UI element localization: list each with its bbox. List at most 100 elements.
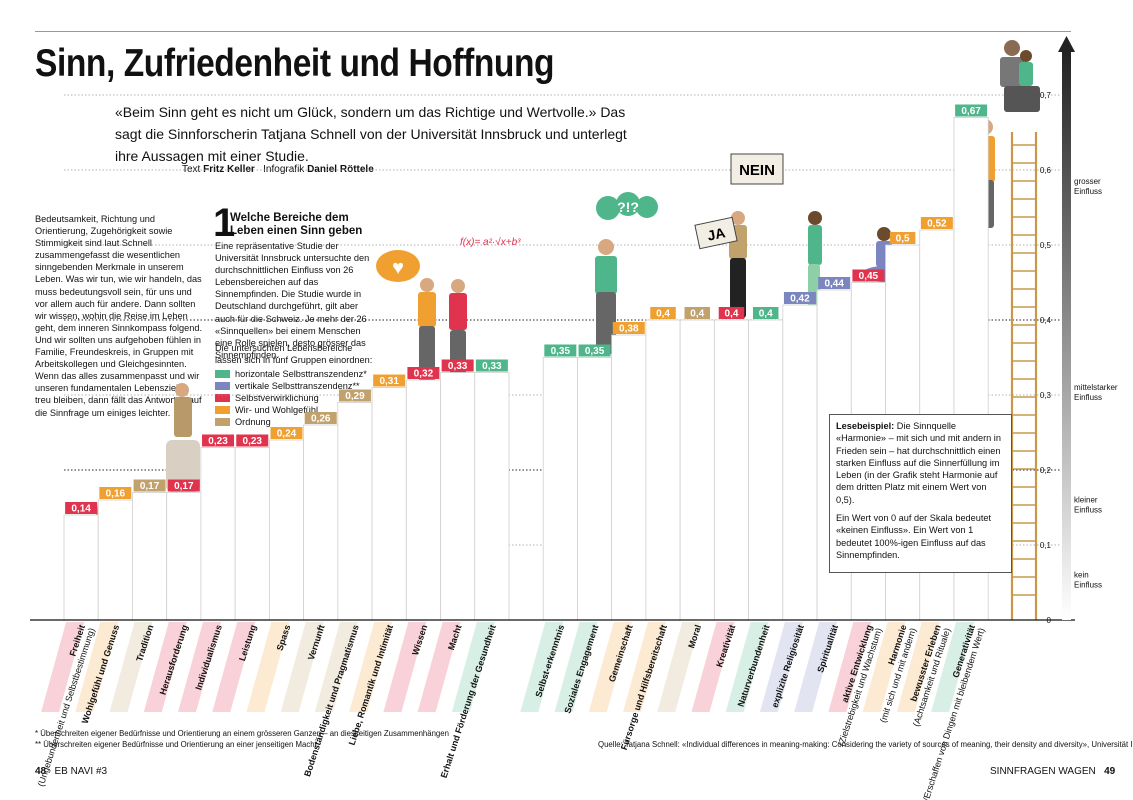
heart-bubble-top-text: ♥ — [392, 257, 404, 279]
page-label-right: SINNFRAGEN WAGEN — [990, 766, 1096, 777]
lesebeispiel-p1-text: Die Sinnquelle «Harmonie» – mit sich und… — [836, 421, 1001, 505]
y-band-label: Einfluss — [1074, 581, 1102, 590]
value-badge — [441, 359, 474, 372]
category-stripe — [143, 622, 187, 712]
bar — [303, 424, 339, 621]
legend-item: Selbstverwirklichung — [215, 392, 367, 404]
data-label: 0,17 — [140, 481, 160, 492]
data-label: 0,33 — [482, 361, 502, 372]
bar — [645, 319, 681, 621]
category-stripe — [657, 622, 701, 712]
value-badge — [304, 412, 337, 424]
bar — [234, 447, 270, 621]
section-number: 1 — [213, 201, 236, 245]
y-band-label: Einfluss — [1074, 187, 1102, 196]
value-badge — [202, 434, 235, 447]
person-tradition — [166, 383, 200, 492]
category-stripe — [451, 622, 495, 712]
category-stripe — [417, 622, 461, 712]
legend-label: Selbstverwirklichung — [235, 393, 319, 403]
ladder-right — [1010, 132, 1038, 620]
value-badge — [338, 389, 371, 402]
y-band-label: Einfluss — [1074, 393, 1102, 402]
y-tick-label: 0,6 — [1040, 166, 1052, 175]
formula-text: f(x)= a²·√x+b³ — [460, 236, 521, 248]
lesebeispiel-p1: Lesebeispiel: Die Sinnquelle «Harmonie» … — [836, 420, 1005, 506]
bar — [611, 334, 647, 621]
category-stripe — [794, 622, 838, 712]
legend-label: Ordnung — [235, 417, 271, 427]
value-badge — [718, 307, 745, 319]
data-label: 0,32 — [414, 369, 434, 380]
legend-swatch — [215, 406, 230, 414]
y-tick-label: 0,4 — [1040, 316, 1052, 325]
bar — [166, 492, 202, 621]
data-label: 0,14 — [71, 504, 91, 515]
category-stripe — [896, 622, 940, 712]
category-stripe — [178, 622, 222, 712]
value-badge — [544, 344, 577, 357]
bar — [132, 492, 168, 621]
legend-item: Ordnung — [215, 416, 367, 428]
bar — [713, 319, 749, 621]
page-footer-right: SINNFRAGEN WAGEN 49 — [990, 766, 1115, 777]
bar — [679, 319, 715, 621]
legend-item: Wir- und Wohlgefühl — [215, 404, 367, 416]
category-stripe — [691, 622, 735, 712]
category-stripe — [41, 622, 85, 712]
credits-graphic-label: Infografik — [263, 164, 305, 175]
value-badge — [684, 307, 711, 319]
bar — [474, 372, 510, 621]
data-label: 0,45 — [859, 271, 879, 282]
category-stripe — [759, 622, 803, 712]
data-label: 0,23 — [243, 436, 263, 447]
bar — [577, 357, 613, 621]
y-band-label: Einfluss — [1074, 506, 1102, 515]
legend-swatch — [215, 394, 230, 402]
legend-item: horizontale Selbsttranszendenz* — [215, 368, 367, 380]
category-stripe — [520, 622, 564, 712]
lesebeispiel-heading: Lesebeispiel: — [836, 421, 895, 431]
category-stripe — [725, 622, 769, 712]
category-stripe — [588, 622, 632, 712]
credits-text-author: Fritz Keller — [203, 164, 255, 175]
y-band-label: grosser — [1074, 177, 1101, 186]
value-badge — [270, 427, 303, 439]
value-badge — [236, 434, 269, 447]
y-tick-label: 0,3 — [1040, 391, 1052, 400]
legend-item: vertikale Selbsttranszendenz** — [215, 380, 367, 392]
body-text: Bedeutsamkeit, Richtung und Orientierung… — [35, 214, 203, 418]
sign-ja: JA — [694, 216, 738, 250]
category-stripe — [383, 622, 427, 712]
section-text: Eine repräsentative Studie der Universit… — [215, 241, 370, 360]
value-badge — [578, 344, 611, 357]
question-bubble-text: ?!? — [617, 199, 639, 215]
value-badge — [852, 269, 885, 282]
bar — [542, 357, 578, 621]
legend-label: Wir- und Wohlgefühl — [235, 405, 319, 415]
source-note: Quelle: Tatjana Schnell: «Individual dif… — [598, 740, 1133, 749]
sign-nein-text: NEIN — [739, 162, 775, 179]
value-badge — [650, 307, 676, 319]
value-badge — [373, 374, 406, 387]
value-badge — [955, 104, 988, 117]
data-label: 0,26 — [311, 414, 331, 425]
section-groups-intro: Die untersuchten Lebensbereiche lassen s… — [215, 343, 373, 366]
y-axis-arrow — [1058, 36, 1075, 52]
y-band-label: mittelstarker — [1074, 383, 1118, 392]
bar — [748, 319, 784, 621]
data-label: 0,24 — [277, 429, 297, 440]
bar — [371, 387, 407, 621]
value-badge — [407, 367, 440, 379]
footnote-1: * Überschreiten eigener Bedürfnisse und … — [35, 729, 449, 738]
legend: horizontale Selbsttranszendenz* vertikal… — [215, 368, 367, 428]
data-label: 0,38 — [619, 324, 639, 335]
sign-ja-text: JA — [706, 224, 727, 243]
intro-text: «Beim Sinn geht es nicht um Glück, sonde… — [115, 104, 627, 164]
sign-nein: NEIN — [730, 153, 784, 185]
credits-graphic-author: Daniel Röttele — [307, 164, 374, 175]
value-badge — [920, 217, 953, 229]
lesebeispiel-p2: Ein Wert von 0 auf der Skala bedeutet «k… — [836, 513, 992, 560]
category-stripe — [212, 622, 256, 712]
